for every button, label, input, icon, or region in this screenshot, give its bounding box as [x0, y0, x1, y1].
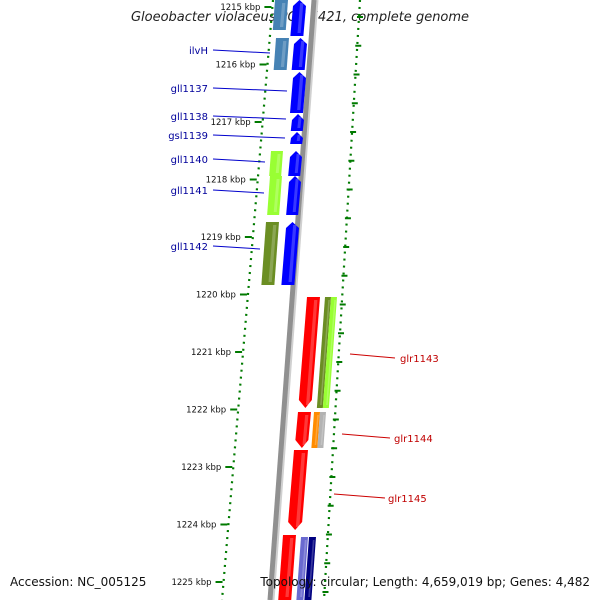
cog2-glr1144-shine	[320, 415, 325, 445]
gene-partial-top-shine	[297, 3, 304, 33]
gene-label-gll1137: gll1137	[171, 84, 208, 95]
scale-ring	[220, 0, 275, 600]
gene-gll1137	[289, 72, 306, 113]
label-line-glr1144	[341, 433, 391, 439]
label-line-gll1137	[212, 87, 288, 92]
gene-gll1140	[288, 151, 302, 176]
cog-gll1141	[267, 176, 282, 215]
cog-partial-bottom-navy-shine	[308, 540, 315, 597]
label-line-gll1140	[212, 158, 266, 163]
topology-label: Topology: circular; Length: 4,659,019 bp…	[260, 575, 590, 589]
scale-label: 1219 kbp	[201, 233, 241, 243]
gene-gsl1139-shine	[296, 135, 301, 141]
label-line-gll1138	[212, 115, 287, 120]
scale-label: 1222 kbp	[186, 406, 226, 416]
gene-label-ilvH: ilvH	[189, 46, 208, 57]
cog-glr1143	[316, 297, 331, 408]
backbone-highlight	[271, 0, 319, 600]
gene-label-gll1141: gll1141	[171, 186, 208, 197]
cog-partial-bottom-slate-shine	[300, 540, 307, 597]
scale-label: 1218 kbp	[206, 176, 246, 186]
cog-partial-bottom-slate	[296, 537, 308, 600]
gene-glr1143-shine	[306, 300, 318, 405]
gene-label-glr1144: glr1144	[394, 434, 433, 445]
accession-label: Accession: NC_005125	[10, 575, 147, 589]
scale-label: 1221 kbp	[191, 348, 231, 358]
scale-label: 1225 kbp	[171, 578, 211, 588]
gene-label-gll1138: gll1138	[171, 112, 208, 123]
cog-glr1144-shine	[314, 415, 319, 445]
gene-gll1142	[281, 222, 299, 285]
label-line-gsl1139	[212, 134, 286, 139]
label-line-ilvH	[212, 49, 271, 54]
gene-gll1141	[286, 176, 301, 215]
label-line-gll1142	[212, 245, 261, 250]
gene-label-glr1143: glr1143	[400, 354, 439, 365]
cog-glr1144	[311, 412, 320, 448]
label-line-glr1145	[333, 493, 386, 499]
label-line-glr1143	[349, 353, 396, 359]
gene-gll1138-shine	[297, 117, 302, 128]
gene-glr1144-shine	[302, 415, 309, 445]
gene-partial-bottom-red-shine	[285, 538, 294, 597]
scale-label: 1220 kbp	[196, 291, 236, 301]
gene-ilvH	[291, 38, 307, 70]
cog-gll1141-shine	[273, 179, 280, 212]
gene-label-gll1140: gll1140	[171, 155, 208, 166]
scale-label: 1223 kbp	[181, 463, 221, 473]
cog-partial-top	[272, 0, 288, 30]
backbone	[267, 0, 317, 600]
cog-partial-bottom-navy	[304, 537, 316, 600]
gene-ilvH-shine	[298, 41, 305, 67]
scale-label: 1215 kbp	[220, 3, 260, 13]
gene-partial-top	[290, 0, 306, 36]
cog-gll1142	[261, 222, 279, 285]
gene-glr1145	[288, 450, 308, 530]
gene-gll1140-shine	[294, 154, 300, 173]
scale-label: 1216 kbp	[215, 61, 255, 71]
cog2-glr1143-shine	[326, 300, 336, 405]
gene-label-gll1142: gll1142	[171, 242, 208, 253]
scale-label: 1217 kbp	[211, 118, 251, 128]
cog-ilvH	[273, 38, 289, 70]
gene-label-glr1145: glr1145	[388, 494, 427, 505]
gene-gll1141-shine	[292, 179, 299, 212]
cog2-glr1143	[322, 297, 337, 408]
cog-gll1142-shine	[268, 225, 277, 282]
gene-gsl1139	[290, 132, 303, 144]
gene-glr1145-shine	[295, 453, 306, 527]
gene-gll1137-shine	[297, 75, 304, 110]
cog-glr1143-shine	[320, 300, 330, 405]
cog2-glr1144	[317, 412, 326, 448]
scale-label: 1224 kbp	[176, 521, 216, 531]
gene-gll1138	[290, 114, 304, 131]
cog-gll1140	[269, 151, 283, 176]
gene-label-gsl1139: gsl1139	[168, 131, 208, 142]
label-line-gll1141	[212, 189, 265, 194]
gene-glr1143	[298, 297, 320, 408]
cog-gll1140-shine	[275, 154, 281, 173]
gene-gll1142-shine	[288, 225, 297, 282]
gene-partial-bottom-red	[278, 535, 296, 600]
gene-glr1144	[295, 412, 311, 448]
cog-ilvH-shine	[280, 41, 287, 67]
cog-partial-top-shine	[279, 3, 286, 27]
